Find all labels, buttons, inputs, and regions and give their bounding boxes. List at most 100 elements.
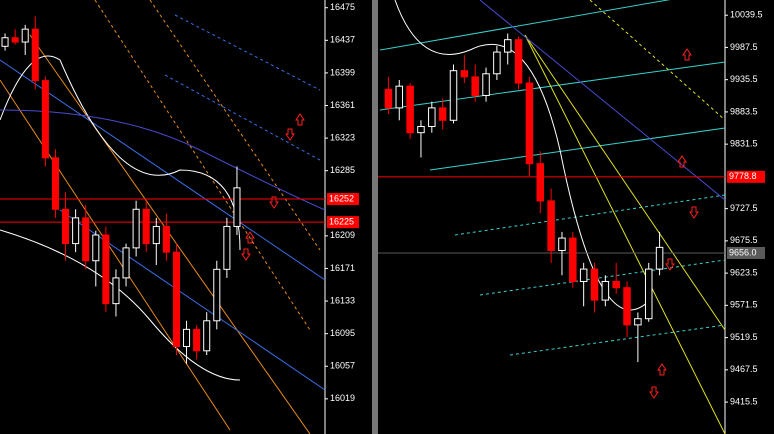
candle-body [112, 277, 120, 305]
y-tick-label: 16095 [330, 328, 355, 338]
y-tick-label: 9571.5 [730, 300, 758, 310]
candle-body [579, 268, 588, 282]
candle-body [655, 246, 664, 270]
y-tick-label: 16437 [330, 35, 355, 45]
y-tick-label: 9467.5 [730, 364, 758, 374]
candle-body [438, 107, 447, 121]
price-label-box [327, 192, 359, 205]
channel-line [0, 59, 326, 281]
candle-body [460, 70, 469, 78]
price-label-box [727, 170, 765, 183]
y-tick-label: 9883.5 [730, 106, 758, 116]
candle-body [1, 37, 9, 47]
candle-body [623, 287, 631, 326]
y-tick-label: 16399 [330, 67, 355, 77]
candle-body [601, 280, 610, 301]
candle-body [634, 318, 642, 326]
y-tick-label: 9831.5 [730, 139, 758, 149]
candle-body [142, 208, 150, 245]
channel-line [524, 34, 726, 331]
candle-body [152, 225, 160, 245]
candle-body [590, 268, 599, 301]
arrow [269, 196, 279, 209]
candle-body [132, 208, 140, 249]
panel-separator [372, 0, 378, 434]
y-tick-label: 9675.5 [730, 235, 758, 245]
candle-body [162, 225, 170, 253]
candle-body [449, 70, 458, 121]
bollinger-band [394, 0, 651, 311]
candle-body [223, 225, 231, 270]
arrow [682, 48, 692, 61]
price-label-box [327, 216, 359, 229]
candle-body [471, 76, 479, 96]
y-tick-label: 16057 [330, 361, 355, 371]
candle-body [72, 217, 80, 245]
arrow [241, 248, 251, 261]
channel-line [29, 34, 311, 434]
candle-body [21, 28, 29, 43]
y-tick-label: 10039.5 [730, 10, 763, 20]
candle-body [395, 85, 404, 109]
channel-line [379, 0, 671, 51]
y-tick-label: 9519.5 [730, 332, 758, 342]
candle-body [102, 234, 110, 305]
y-tick-label: 16285 [330, 165, 355, 175]
candle-body [536, 163, 545, 202]
channel-line [429, 127, 726, 171]
signal-arrows [241, 48, 699, 399]
channel-line [149, 0, 321, 251]
candle-body [233, 187, 241, 227]
y-tick-label: 16171 [330, 263, 355, 273]
candle-body [31, 28, 39, 82]
candle-body [213, 268, 221, 322]
arrow [657, 363, 667, 376]
candle-body [482, 73, 490, 96]
bollinger-band [0, 229, 241, 381]
arrow [245, 231, 255, 244]
candle-body [612, 280, 620, 289]
y-tick-label: 9415.5 [730, 396, 758, 406]
price-label-box [727, 246, 765, 259]
y-tick-label: 9987.5 [730, 42, 758, 52]
candle-body [428, 107, 436, 127]
candle-body [644, 268, 653, 320]
arrow [285, 128, 295, 141]
channel-line [524, 34, 726, 434]
candle-body [547, 200, 555, 251]
y-tick-label: 9623.5 [730, 267, 758, 277]
channel-line [379, 61, 726, 111]
candle-body [558, 237, 566, 251]
candle-body [82, 217, 90, 262]
candle-body [172, 251, 180, 348]
price-label: 9656.0 [729, 247, 757, 257]
candle-body [203, 320, 211, 352]
candle-body [384, 88, 393, 109]
candle-body [493, 51, 501, 75]
candle-body [406, 85, 414, 134]
candle-body [503, 39, 512, 53]
y-tick-label: 16133 [330, 295, 355, 305]
channel-line [479, 259, 726, 296]
arrow [689, 206, 699, 219]
channel-line [0, 79, 231, 431]
y-tick-label: 9727.5 [730, 203, 758, 213]
candle-body [62, 208, 70, 245]
candle-body [122, 247, 130, 279]
candle-body [417, 125, 425, 134]
arrow [677, 155, 687, 168]
price-label: 9778.8 [729, 171, 757, 181]
candle-body [51, 157, 59, 210]
candle-body [41, 80, 49, 159]
candle-body [193, 328, 201, 352]
arrow [665, 258, 675, 271]
arrow [295, 113, 305, 126]
price-label: 16252 [329, 193, 354, 203]
moving-average [0, 109, 326, 211]
candle-body [569, 237, 577, 282]
candle-body [525, 82, 534, 165]
channel-line [589, 0, 726, 121]
y-tick-label: 16323 [330, 132, 355, 142]
